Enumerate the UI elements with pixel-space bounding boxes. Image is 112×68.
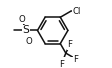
Text: F: F — [73, 55, 78, 64]
Text: O: O — [19, 15, 25, 24]
Text: F: F — [67, 40, 72, 49]
Text: Cl: Cl — [72, 7, 80, 16]
Text: S: S — [22, 25, 29, 35]
Text: O: O — [25, 37, 32, 46]
Text: F: F — [59, 60, 64, 68]
